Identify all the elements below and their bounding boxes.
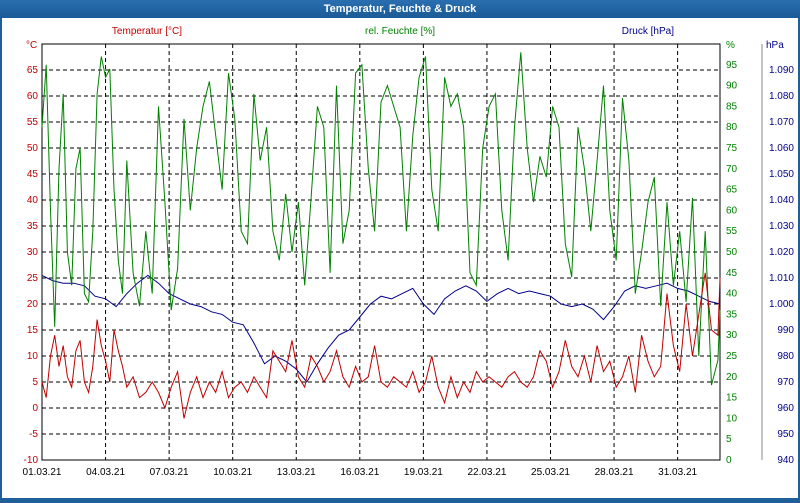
series-line-temperature bbox=[41, 272, 721, 419]
y-tick-label-temperature: 50 bbox=[27, 143, 39, 154]
y-tick-label-humidity: 65 bbox=[726, 185, 738, 196]
y-tick-label-humidity: 20 bbox=[726, 372, 738, 383]
x-tick-label: 04.03.21 bbox=[86, 467, 125, 478]
y-tick-label-temperature: 10 bbox=[27, 351, 39, 362]
y-tick-label-humidity: 80 bbox=[726, 122, 738, 133]
y-tick-label-temperature: 0 bbox=[32, 403, 38, 414]
x-tick-label: 31.03.21 bbox=[658, 467, 697, 478]
axis-label-temperature: Temperatur [°C] bbox=[112, 26, 182, 37]
y-tick-label-pressure: 1.060 bbox=[769, 143, 794, 154]
plot-border bbox=[41, 43, 721, 461]
y-tick-label-temperature: 40 bbox=[27, 195, 39, 206]
y-tick-label-humidity: 95 bbox=[726, 60, 738, 71]
y-tick-label-humidity: 35 bbox=[726, 309, 738, 320]
y-tick-label-humidity: 40 bbox=[726, 289, 738, 300]
axis-unit-humidity: % bbox=[726, 40, 735, 51]
y-tick-label-humidity: 70 bbox=[726, 164, 738, 175]
y-tick-label-pressure: 1.040 bbox=[769, 195, 794, 206]
y-tick-label-humidity: 10 bbox=[726, 413, 738, 424]
y-tick-label-humidity: 5 bbox=[726, 434, 732, 445]
series-layer bbox=[41, 52, 721, 419]
grid bbox=[42, 44, 720, 460]
x-tick-label: 28.03.21 bbox=[595, 467, 634, 478]
y-tick-label-temperature: -10 bbox=[24, 455, 39, 466]
y-tick-label-pressure: 1.090 bbox=[769, 65, 794, 76]
y-tick-label-pressure: 950 bbox=[777, 429, 794, 440]
series-line-humidity bbox=[41, 52, 721, 386]
y-tick-label-humidity: 75 bbox=[726, 143, 738, 154]
y-tick-label-humidity: 0 bbox=[726, 455, 732, 466]
y-tick-label-temperature: 30 bbox=[27, 247, 39, 258]
y-tick-label-pressure: 1.080 bbox=[769, 91, 794, 102]
x-tick-label: 19.03.21 bbox=[404, 467, 443, 478]
y-tick-label-temperature: 45 bbox=[27, 169, 39, 180]
x-tick-label: 13.03.21 bbox=[277, 467, 316, 478]
y-tick-label-temperature: 5 bbox=[32, 377, 38, 388]
x-tick-label: 10.03.21 bbox=[213, 467, 252, 478]
y-tick-label-humidity: 25 bbox=[726, 351, 738, 362]
y-tick-label-temperature: 65 bbox=[27, 65, 39, 76]
x-tick-label: 22.03.21 bbox=[467, 467, 506, 478]
y-tick-label-pressure: 1.000 bbox=[769, 299, 794, 310]
y-tick-label-temperature: 25 bbox=[27, 273, 39, 284]
y-tick-label-temperature: 20 bbox=[27, 299, 39, 310]
y-tick-label-pressure: 980 bbox=[777, 351, 794, 362]
axis-unit-pressure: hPa bbox=[766, 40, 784, 51]
y-tick-label-humidity: 15 bbox=[726, 393, 738, 404]
y-tick-label-temperature: 55 bbox=[27, 117, 39, 128]
y-tick-label-humidity: 45 bbox=[726, 268, 738, 279]
y-tick-label-humidity: 50 bbox=[726, 247, 738, 258]
plot-frame: -10 -5 0 5 10 15 20 25 30 35 40 45 50 55 60 65 01.03.21 0… bbox=[2, 18, 798, 498]
y-tick-label-pressure: 970 bbox=[777, 377, 794, 388]
y-tick-label-pressure: 960 bbox=[777, 403, 794, 414]
y-tick-label-pressure: 1.020 bbox=[769, 247, 794, 258]
y-tick-label-temperature: -5 bbox=[29, 429, 38, 440]
x-tick-label: 16.03.21 bbox=[340, 467, 379, 478]
series-line-pressure bbox=[41, 274, 721, 383]
x-tick-label: 25.03.21 bbox=[531, 467, 570, 478]
y-tick-label-temperature: 60 bbox=[27, 91, 39, 102]
x-tick-label: 01.03.21 bbox=[23, 467, 62, 478]
y-tick-label-humidity: 90 bbox=[726, 81, 738, 92]
window-title: Temperatur, Feuchte & Druck bbox=[0, 0, 800, 18]
y-tick-label-humidity: 30 bbox=[726, 330, 738, 341]
y-tick-label-pressure: 1.050 bbox=[769, 169, 794, 180]
y-tick-label-pressure: 940 bbox=[777, 455, 794, 466]
axis-unit-temperature: °C bbox=[26, 40, 37, 51]
y-tick-label-humidity: 60 bbox=[726, 205, 738, 216]
y-tick-label-pressure: 990 bbox=[777, 325, 794, 336]
y-tick-label-pressure: 1.030 bbox=[769, 221, 794, 232]
y-tick-label-humidity: 55 bbox=[726, 226, 738, 237]
y-tick-label-temperature: 15 bbox=[27, 325, 39, 336]
x-tick-label: 07.03.21 bbox=[150, 467, 189, 478]
y-tick-label-humidity: 85 bbox=[726, 101, 738, 112]
y-tick-label-temperature: 35 bbox=[27, 221, 39, 232]
y-tick-label-pressure: 1.010 bbox=[769, 273, 794, 284]
axis-label-pressure: Druck [hPa] bbox=[622, 26, 674, 37]
y-tick-label-pressure: 1.070 bbox=[769, 117, 794, 128]
axis-label-humidity: rel. Feuchte [%] bbox=[365, 26, 435, 37]
